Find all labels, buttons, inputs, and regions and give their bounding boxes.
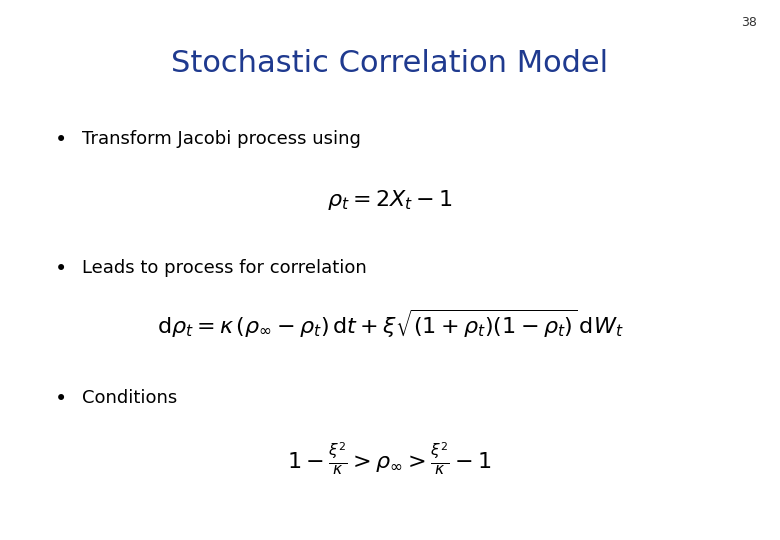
Text: Conditions: Conditions — [82, 389, 177, 407]
Text: $1 - \frac{\xi^2}{\kappa} > \rho_\infty > \frac{\xi^2}{\kappa} - 1$: $1 - \frac{\xi^2}{\kappa} > \rho_\infty … — [288, 441, 492, 477]
Text: Leads to process for correlation: Leads to process for correlation — [82, 259, 367, 277]
Text: •: • — [55, 389, 67, 409]
Text: Transform Jacobi process using: Transform Jacobi process using — [82, 130, 361, 147]
Text: Stochastic Correlation Model: Stochastic Correlation Model — [172, 49, 608, 78]
Text: $\rho_t = 2X_t - 1$: $\rho_t = 2X_t - 1$ — [327, 188, 453, 212]
Text: •: • — [55, 130, 67, 150]
Text: $\mathrm{d}\rho_t = \kappa\,(\rho_\infty - \rho_t)\,\mathrm{d}t + \xi\sqrt{(1+\r: $\mathrm{d}\rho_t = \kappa\,(\rho_\infty… — [157, 308, 623, 340]
Text: •: • — [55, 259, 67, 279]
Text: 38: 38 — [741, 16, 757, 29]
